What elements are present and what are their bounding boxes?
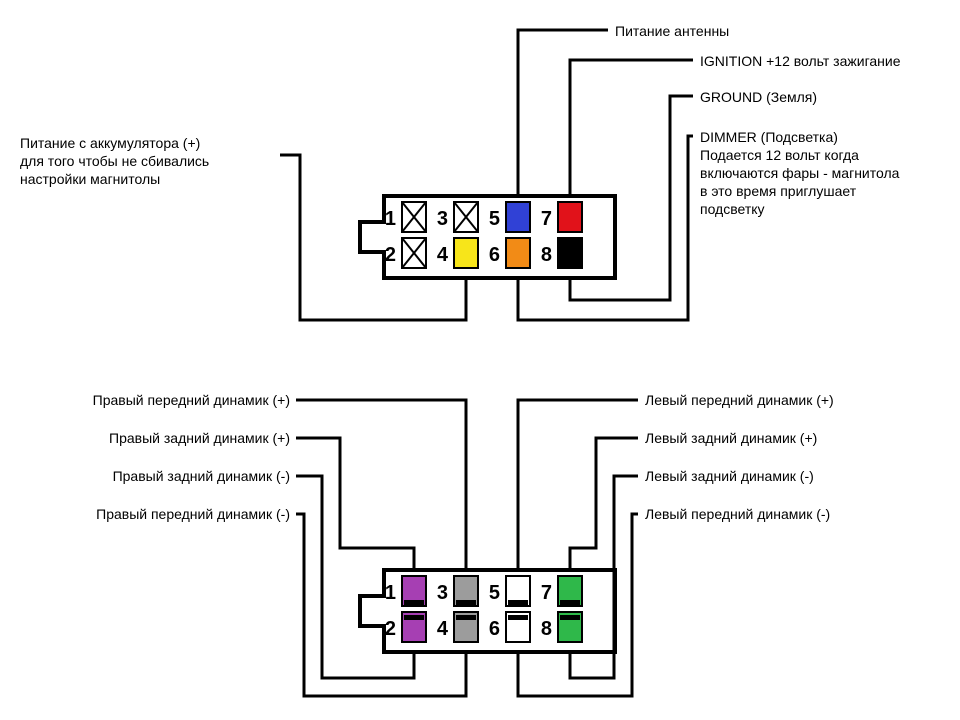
left-rear-minus: Левый задний динамик (-) (645, 468, 814, 484)
left-front-minus: Левый передний динамик (-) (645, 506, 830, 522)
pin-4 (454, 238, 478, 268)
pin-number: 1 (385, 208, 396, 230)
pin-number: 6 (489, 244, 500, 266)
pin-number: 8 (541, 244, 552, 266)
pin-6 (506, 238, 530, 268)
pin-number: 6 (489, 618, 500, 640)
pin-number: 2 (385, 618, 396, 640)
pin-number: 3 (437, 208, 448, 230)
right-front-minus: Правый передний динамик (-) (96, 506, 290, 522)
dimmer-label: Подается 12 вольт когда (700, 147, 859, 163)
dimmer-label: в это время приглушает (700, 183, 857, 199)
left-front-plus: Левый передний динамик (+) (645, 392, 834, 408)
right-rear-plus: Правый задний динамик (+) (109, 430, 290, 446)
left-rear-plus: Левый задний динамик (+) (645, 430, 817, 446)
wiring-diagram: 1 3 5 7 2 4 6 8 Питание с аккумулятора (+) для то… (0, 0, 960, 720)
pin-number: 7 (541, 582, 552, 604)
battery-label: Питание с аккумулятора (+) (20, 135, 200, 151)
antenna-label: Питание антенны (615, 23, 729, 39)
pin-number: 5 (489, 582, 500, 604)
right-rear-minus: Правый задний динамик (-) (113, 468, 290, 484)
pin-number: 8 (541, 618, 552, 640)
pin-number: 4 (437, 244, 449, 266)
dimmer-label: подсветку (700, 201, 765, 217)
pin-number: 1 (385, 582, 396, 604)
right-front-plus: Правый передний динамик (+) (93, 392, 290, 408)
pin-number: 4 (437, 618, 449, 640)
dimmer-label: включаются фары - магнитола (700, 165, 900, 181)
pin-number: 5 (489, 208, 500, 230)
battery-label: для того чтобы не сбивались (20, 153, 209, 169)
pin-8 (558, 238, 582, 268)
pin-number: 2 (385, 244, 396, 266)
pin-5 (506, 202, 530, 232)
pin-number: 7 (541, 208, 552, 230)
battery-label: настройки магнитолы (20, 171, 160, 187)
ground-label: GROUND (Земля) (700, 89, 817, 105)
pin-number: 3 (437, 582, 448, 604)
pin-7 (558, 202, 582, 232)
dimmer-label: DIMMER (Подсветка) (700, 129, 838, 145)
ignition-label: IGNITION +12 вольт зажигание (700, 53, 901, 69)
